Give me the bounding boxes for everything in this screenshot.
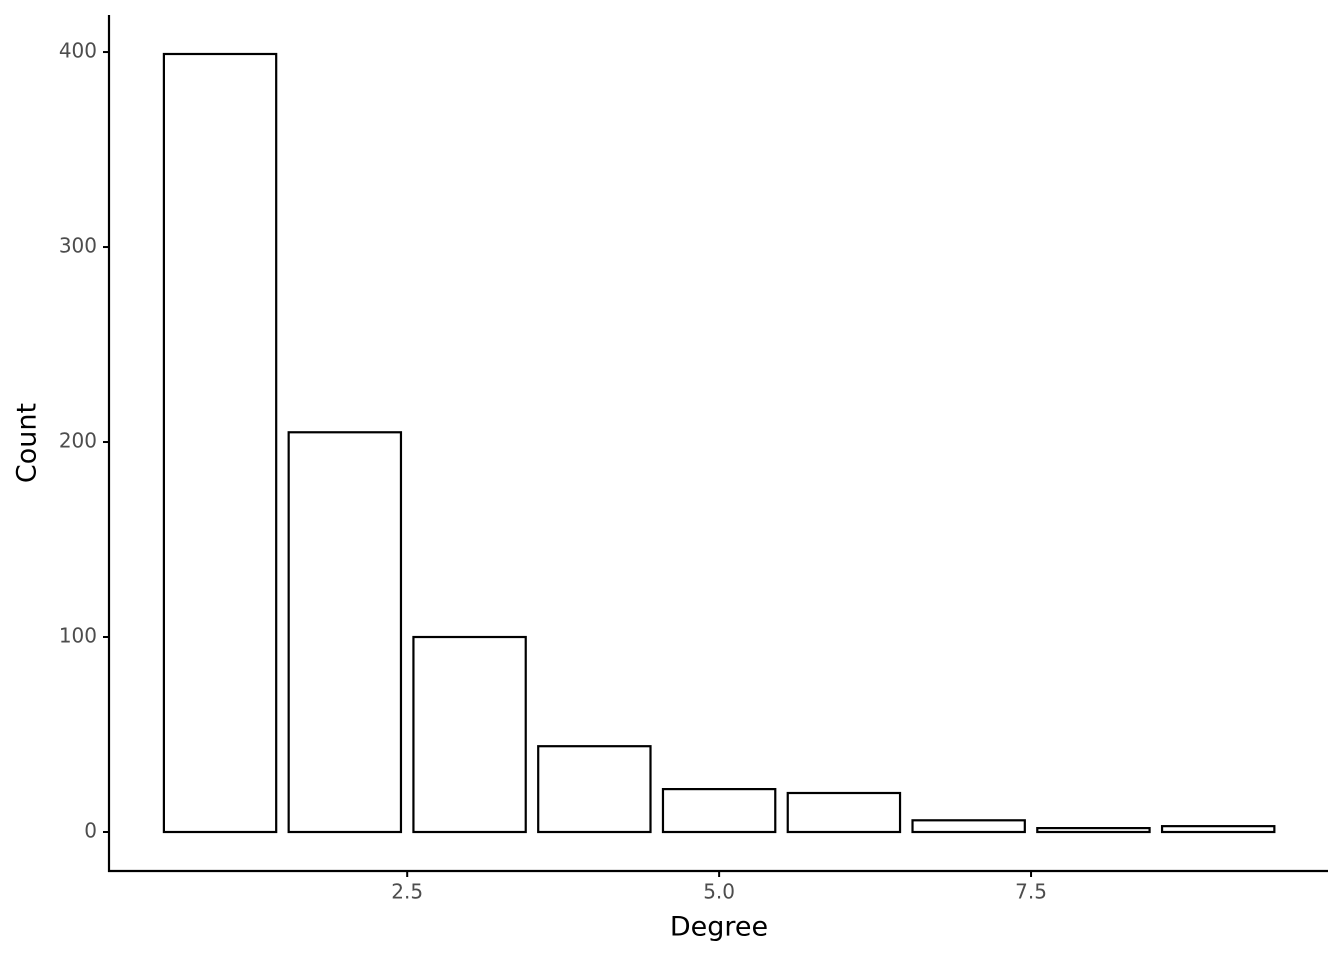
x-tick-label: 5.0 <box>703 880 735 904</box>
bar <box>162 52 278 834</box>
bar <box>1036 827 1151 834</box>
bar <box>786 791 902 834</box>
x-tick-label: 7.5 <box>1015 880 1047 904</box>
x-axis-title: Degree <box>670 912 768 943</box>
y-tick-label: 0 <box>84 819 97 843</box>
y-tick-label: 400 <box>59 39 97 63</box>
bar <box>661 788 777 834</box>
x-tick-label: 2.5 <box>391 880 423 904</box>
bar <box>287 431 403 834</box>
y-axis-title: Count <box>12 403 43 483</box>
y-tick-label: 300 <box>59 234 97 258</box>
bar <box>911 819 1026 834</box>
bar <box>1160 825 1276 834</box>
bar <box>412 635 527 834</box>
y-tick-label: 200 <box>59 429 97 453</box>
y-tick-label: 100 <box>59 624 97 648</box>
bar <box>537 745 652 834</box>
